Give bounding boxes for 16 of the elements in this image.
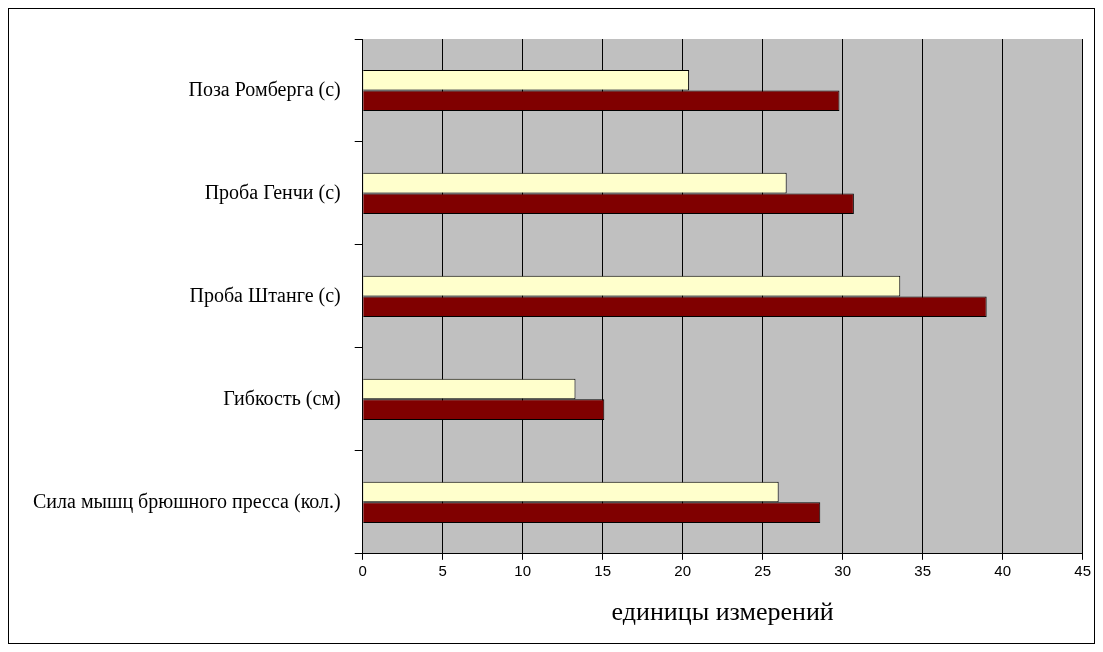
- y-tick-label: Проба Штанге (с): [189, 283, 341, 307]
- x-tick-label: 45: [1074, 561, 1091, 579]
- y-tick-label: Поза Ромберга (с): [188, 77, 341, 101]
- x-tick-label: 25: [754, 561, 772, 579]
- x-tick-label: 15: [594, 561, 612, 579]
- y-tick-label: Гибкость (см): [223, 386, 341, 410]
- x-tick-label: 35: [914, 561, 932, 579]
- x-axis-title: единицы измерений: [611, 597, 834, 627]
- y-tick-label: Сила мышц брюшного пресса (кол.): [33, 489, 341, 513]
- x-tick-label: 40: [994, 561, 1012, 579]
- x-tick-label: 0: [358, 561, 367, 579]
- x-tick-label: 5: [438, 561, 447, 579]
- y-tick-label: Проба Генчи (с): [204, 180, 341, 204]
- x-tick-label: 30: [834, 561, 852, 579]
- x-tick-label: 10: [514, 561, 532, 579]
- x-tick-label: 20: [674, 561, 692, 579]
